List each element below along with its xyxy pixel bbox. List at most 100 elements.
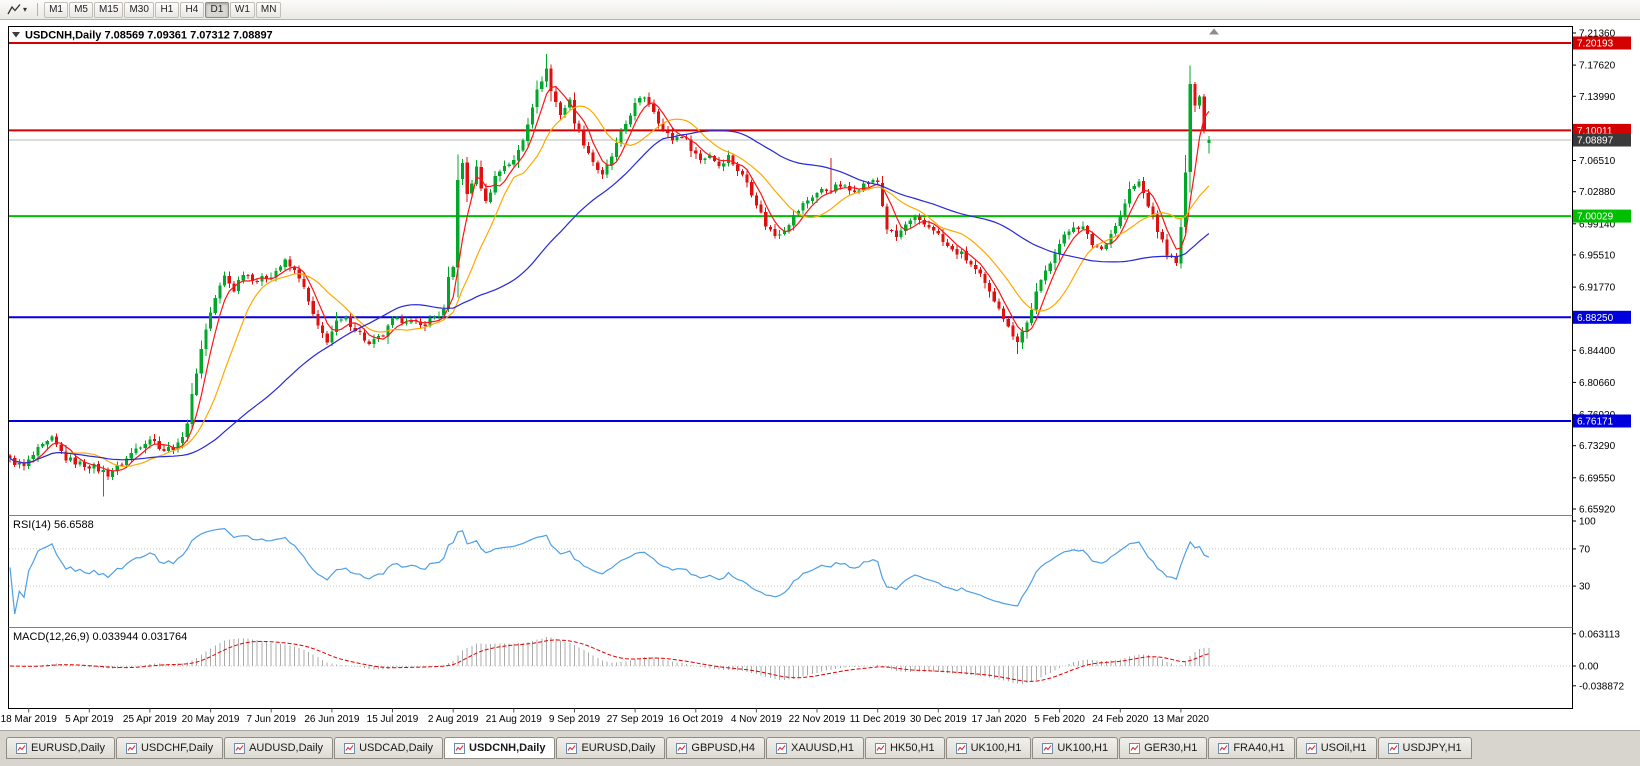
tab-label: USOil,H1 bbox=[1320, 742, 1367, 754]
timeframe-button-h1[interactable]: H1 bbox=[154, 1, 179, 18]
chart-tab-uk100-h1[interactable]: UK100,H1 bbox=[1032, 737, 1119, 759]
timeframe-button-m5[interactable]: M5 bbox=[69, 1, 94, 18]
rsi-indicator-label: RSI(14) 56.6588 bbox=[13, 519, 94, 531]
moving-average-45 bbox=[9, 130, 1210, 464]
chart-icon bbox=[1042, 742, 1054, 754]
chart-tab-gbpusd-h4[interactable]: GBPUSD,H4 bbox=[666, 737, 765, 759]
chart-icon bbox=[676, 742, 688, 754]
price-tick-label: 7.17620 bbox=[1579, 61, 1616, 72]
date-label: 11 Dec 2019 bbox=[850, 714, 906, 725]
date-label: 16 Oct 2019 bbox=[669, 714, 724, 725]
level-price-label: 6.76171 bbox=[1577, 417, 1614, 428]
chart-shift-marker-icon[interactable] bbox=[1209, 28, 1219, 35]
chart-icon bbox=[874, 742, 886, 754]
chart-tab-bar: EURUSD,Daily USDCHF,Daily AUDUSD,Daily USDC… bbox=[0, 730, 1640, 766]
date-label: 5 Feb 2020 bbox=[1034, 714, 1085, 725]
chart-icon bbox=[1305, 742, 1317, 754]
chart-tab-usdjpy-h1[interactable]: USDJPY,H1 bbox=[1377, 737, 1472, 759]
tab-label: UK100,H1 bbox=[1057, 742, 1109, 754]
price-tick-label: 6.84400 bbox=[1579, 346, 1616, 357]
chart-mode-icon[interactable]: ▾ bbox=[3, 2, 31, 18]
date-label: 20 May 2019 bbox=[182, 714, 240, 725]
rsi-line bbox=[9, 527, 1210, 615]
chart-tab-eurusd-daily[interactable]: EURUSD,Daily bbox=[6, 737, 115, 759]
rsi-tick-label: 70 bbox=[1579, 544, 1591, 555]
tab-label: UK100,H1 bbox=[970, 742, 1022, 754]
chart-tab-eurusd-daily[interactable]: EURUSD,Daily bbox=[556, 737, 666, 759]
timeframe-button-d1[interactable]: D1 bbox=[204, 1, 229, 18]
candles-layer bbox=[9, 54, 1211, 497]
price-tick-label: 6.91770 bbox=[1579, 283, 1616, 294]
date-label: 22 Nov 2019 bbox=[789, 714, 846, 725]
time-axis[interactable]: 18 Mar 2019 5 Apr 2019 25 Apr 2019 20 May 2… bbox=[1, 708, 1210, 726]
chart-icon bbox=[1218, 742, 1230, 754]
price-tick-label: 6.95510 bbox=[1579, 250, 1616, 261]
bid-price-label: 7.08897 bbox=[1577, 136, 1614, 147]
price-tick-label: 7.02880 bbox=[1579, 187, 1616, 198]
tab-label: USDCAD,Daily bbox=[359, 742, 434, 754]
tab-label: GER30,H1 bbox=[1144, 742, 1198, 754]
macd-tick-label: -0.038872 bbox=[1579, 681, 1624, 692]
date-label: 30 Dec 2019 bbox=[910, 714, 967, 725]
rsi-tick-label: 100 bbox=[1579, 517, 1596, 528]
price-tick-label: 6.99140 bbox=[1579, 219, 1616, 230]
level-price-label: 7.20193 bbox=[1577, 39, 1614, 50]
line-chart-icon bbox=[7, 4, 21, 15]
date-label: 15 Jul 2019 bbox=[367, 714, 419, 725]
tab-label: XAUUSD,H1 bbox=[790, 742, 854, 754]
date-label: 13 Mar 2020 bbox=[1153, 714, 1210, 725]
date-label: 21 Aug 2019 bbox=[486, 714, 543, 725]
price-tick-label: 6.69550 bbox=[1579, 473, 1616, 484]
chart-tab-usoil-h1[interactable]: USOil,H1 bbox=[1295, 737, 1377, 759]
chart-tab-hk50-h1[interactable]: HK50,H1 bbox=[864, 737, 945, 759]
timeframe-button-mn[interactable]: MN bbox=[255, 1, 282, 18]
chart-tab-xauusd-h1[interactable]: XAUUSD,H1 bbox=[765, 737, 864, 759]
tab-label: USDCHF,Daily bbox=[140, 742, 214, 754]
timeframe-button-group: M1 M5 M15 M30 H1 H4 D1 W1 MN bbox=[44, 1, 282, 18]
macd-indicator-label: MACD(12,26,9) 0.033944 0.031764 bbox=[13, 631, 187, 643]
main-pane[interactable] bbox=[8, 42, 1571, 497]
chart-icon bbox=[566, 742, 578, 754]
price-tick-label: 7.13990 bbox=[1579, 92, 1616, 103]
chart-tab-usdcnh-daily[interactable]: USDCNH,Daily bbox=[444, 737, 556, 759]
macd-pane[interactable] bbox=[9, 637, 1571, 684]
chart-icon bbox=[1129, 742, 1141, 754]
rsi-pane[interactable] bbox=[9, 527, 1571, 615]
tab-label: AUDUSD,Daily bbox=[249, 742, 324, 754]
timeframe-button-w1[interactable]: W1 bbox=[229, 1, 255, 18]
timeframe-button-m30[interactable]: M30 bbox=[124, 1, 154, 18]
price-scale[interactable]: 7.213607.176207.139907.102507.065107.028… bbox=[1572, 29, 1631, 516]
chart-title-ohlc: USDCNH,Daily 7.08569 7.09361 7.07312 7.0… bbox=[25, 30, 273, 42]
collapse-arrow-icon[interactable] bbox=[12, 32, 20, 38]
macd-tick-label: 0.063113 bbox=[1579, 629, 1620, 640]
tab-label: USDCNH,Daily bbox=[469, 742, 546, 754]
chart-icon bbox=[344, 742, 356, 754]
tab-label: USDJPY,H1 bbox=[1402, 742, 1462, 754]
price-tick-label: 6.80660 bbox=[1579, 378, 1616, 389]
chart-icon bbox=[16, 742, 27, 754]
chart-icon bbox=[1387, 742, 1399, 754]
date-label: 5 Apr 2019 bbox=[65, 714, 114, 725]
date-label: 18 Mar 2019 bbox=[1, 714, 58, 725]
price-tick-label: 7.21360 bbox=[1579, 29, 1616, 40]
chart-tab-uk100-h1[interactable]: UK100,H1 bbox=[945, 737, 1032, 759]
chart-icon bbox=[234, 742, 246, 754]
tab-label: EURUSD,Daily bbox=[581, 742, 656, 754]
chart-canvas[interactable]: 7.213607.176207.139907.102507.065107.028… bbox=[0, 20, 1640, 730]
timeframe-button-m15[interactable]: M15 bbox=[94, 1, 124, 18]
toolbar-separator bbox=[37, 3, 39, 16]
dropdown-caret-icon: ▾ bbox=[23, 4, 28, 14]
timeframes-toolbar: ▾ M1 M5 M15 M30 H1 H4 D1 W1 MN bbox=[0, 0, 1640, 20]
chart-tab-audusd-daily[interactable]: AUDUSD,Daily bbox=[224, 737, 334, 759]
level-price-label: 6.88250 bbox=[1577, 313, 1614, 324]
timeframe-button-h4[interactable]: H4 bbox=[179, 1, 204, 18]
chart-tab-fra40-h1[interactable]: FRA40,H1 bbox=[1208, 737, 1295, 759]
chart-tab-ger30-h1[interactable]: GER30,H1 bbox=[1119, 737, 1208, 759]
chart-tab-usdchf-daily[interactable]: USDCHF,Daily bbox=[115, 737, 224, 759]
macd-signal-line bbox=[9, 639, 1210, 682]
chart-window[interactable]: 7.213607.176207.139907.102507.065107.028… bbox=[0, 20, 1640, 730]
timeframe-button-m1[interactable]: M1 bbox=[44, 1, 69, 18]
date-label: 26 Jun 2019 bbox=[304, 714, 359, 725]
chart-tab-usdcad-daily[interactable]: USDCAD,Daily bbox=[334, 737, 444, 759]
date-label: 4 Nov 2019 bbox=[731, 714, 783, 725]
